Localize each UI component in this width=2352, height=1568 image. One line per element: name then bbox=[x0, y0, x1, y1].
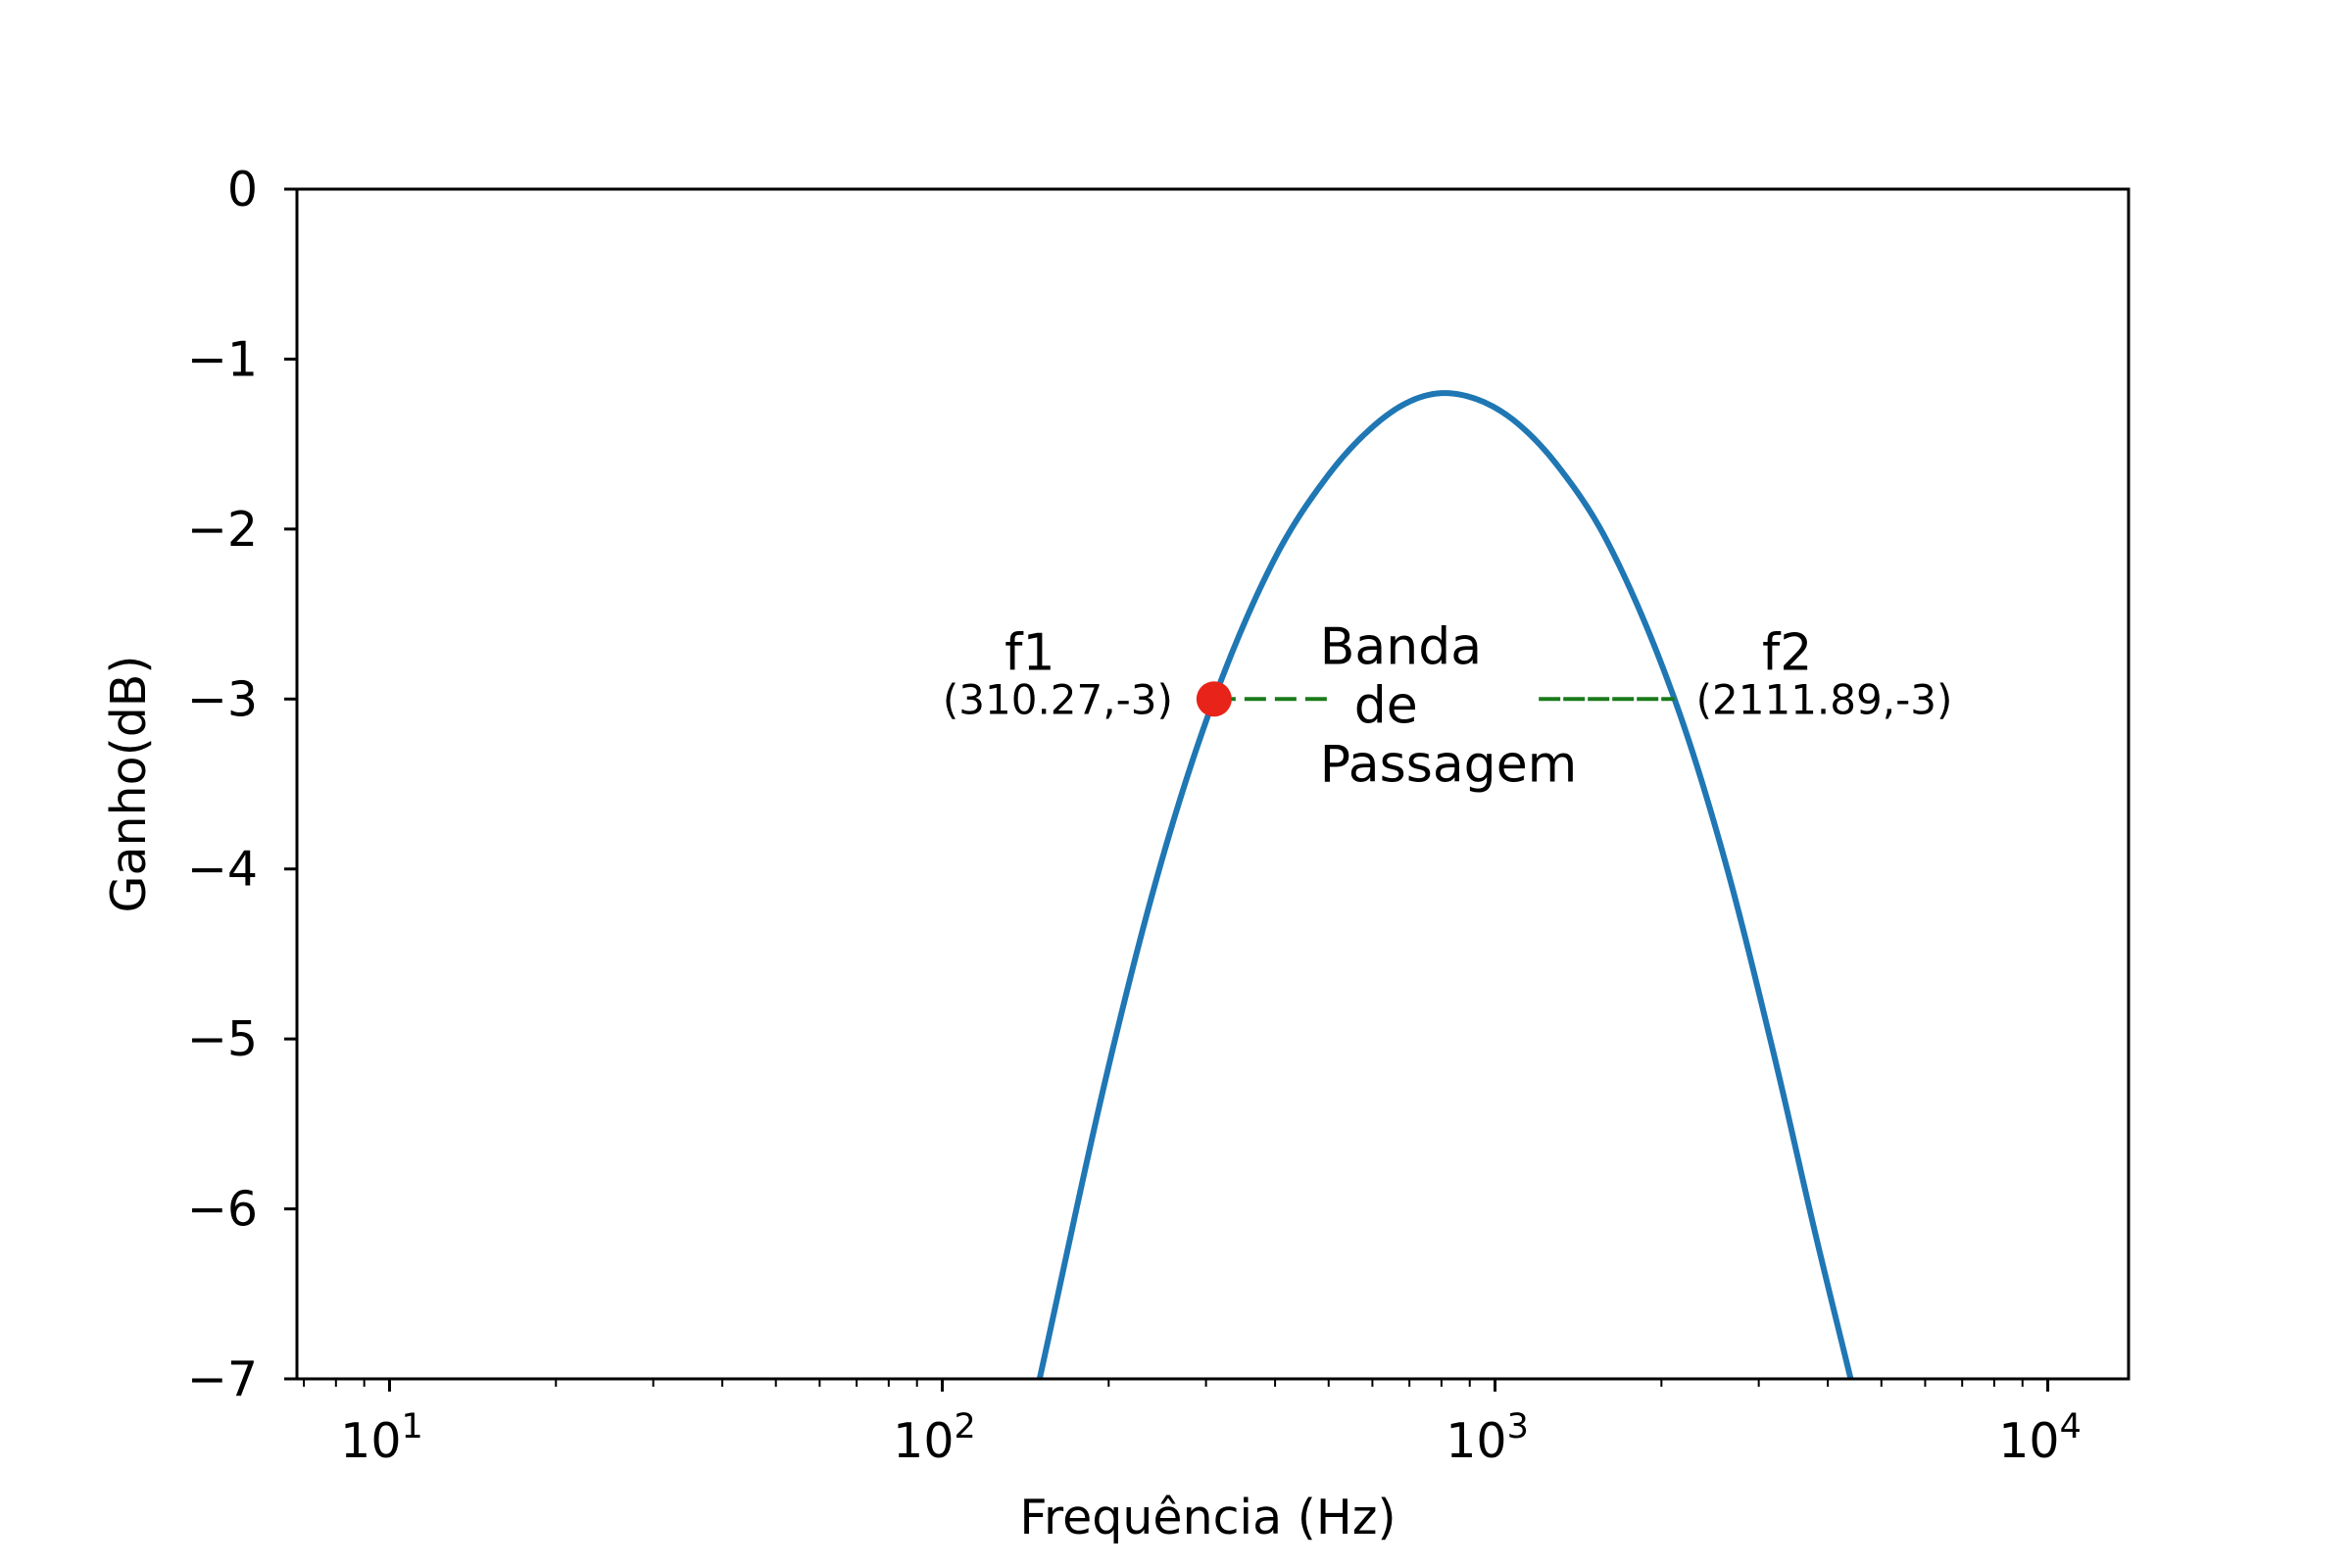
plot-frame bbox=[295, 187, 2131, 1381]
gain-curve bbox=[1036, 390, 1854, 1379]
x-tick-label: 101 bbox=[340, 1407, 423, 1469]
band-label-line-3: Passagem bbox=[1320, 735, 1578, 794]
x-tick-label: 103 bbox=[1446, 1407, 1529, 1469]
y-tick-label: −1 bbox=[187, 331, 258, 387]
y-tick-label: 0 bbox=[227, 162, 258, 218]
band-label-line-2: de bbox=[1354, 676, 1418, 735]
marker-label-f2: f2 bbox=[1762, 623, 1812, 682]
marker-coord-f2: (2111.89,-3) bbox=[1696, 675, 1953, 723]
y-tick-label: −4 bbox=[187, 842, 258, 898]
x-tick-label: 104 bbox=[1998, 1407, 2082, 1469]
y-tick-label: −7 bbox=[187, 1351, 258, 1407]
band-label-line-1: Banda bbox=[1320, 617, 1482, 676]
marker-f1 bbox=[1196, 681, 1232, 717]
y-tick-label: −2 bbox=[187, 502, 258, 558]
x-tick-label: 102 bbox=[893, 1407, 976, 1469]
y-tick-label: −3 bbox=[187, 671, 258, 727]
x-axis-label: Frequência (Hz) bbox=[1019, 1490, 1396, 1545]
marker-label-f1: f1 bbox=[1004, 623, 1054, 682]
y-tick-label: −5 bbox=[187, 1011, 258, 1067]
y-axis-label: Ganho(dB) bbox=[101, 655, 157, 912]
y-tick-label: −6 bbox=[187, 1182, 258, 1238]
marker-coord-f1: (310.27,-3) bbox=[943, 675, 1173, 723]
